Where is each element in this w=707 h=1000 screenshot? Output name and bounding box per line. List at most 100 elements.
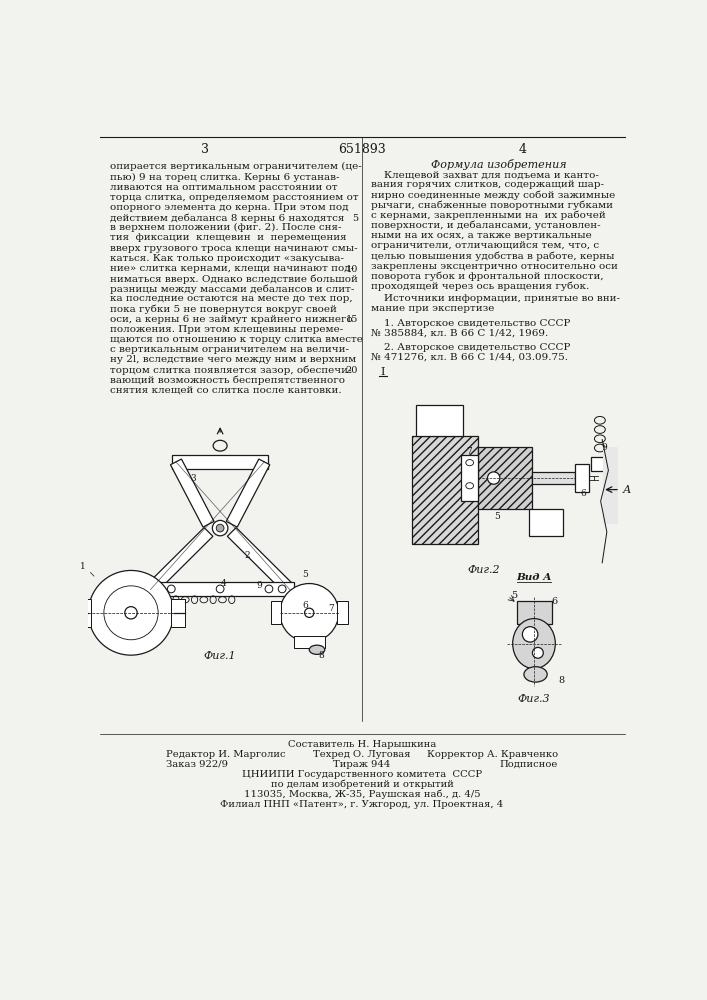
Text: 651893: 651893 [338, 143, 386, 156]
Text: № 471276, кл. В 66 С 1/44, 03.09.75.: № 471276, кл. В 66 С 1/44, 03.09.75. [371, 353, 568, 362]
Text: разницы между массами дебалансов и слит-: разницы между массами дебалансов и слит- [110, 284, 354, 294]
Text: 9: 9 [256, 581, 262, 590]
Text: по делам изобретений и открытий: по делам изобретений и открытий [271, 780, 453, 789]
Text: пока губки 5 не повернутся вокруг своей: пока губки 5 не повернутся вокруг своей [110, 305, 337, 314]
Text: Корректор А. Кравченко: Корректор А. Кравченко [427, 750, 558, 759]
Polygon shape [146, 528, 213, 594]
FancyBboxPatch shape [478, 447, 532, 509]
Circle shape [265, 585, 273, 593]
Polygon shape [226, 459, 270, 527]
Circle shape [125, 607, 137, 619]
Circle shape [88, 570, 174, 655]
Text: нирно соединенные между собой зажимные: нирно соединенные между собой зажимные [371, 190, 616, 200]
Text: 8: 8 [558, 676, 564, 685]
Text: Заказ 922/9: Заказ 922/9 [166, 760, 228, 769]
Text: Клещевой захват для подъема и канто-: Клещевой захват для подъема и канто- [371, 170, 599, 179]
Ellipse shape [513, 619, 555, 669]
FancyBboxPatch shape [171, 599, 185, 627]
FancyBboxPatch shape [590, 457, 609, 471]
FancyBboxPatch shape [293, 636, 325, 648]
Text: 5: 5 [303, 570, 308, 579]
Text: пью) 9 на торец слитка. Керны 6 устанав-: пью) 9 на торец слитка. Керны 6 устанав- [110, 173, 339, 182]
Text: торца слитка, определяемом расстоянием от: торца слитка, определяемом расстоянием о… [110, 193, 358, 202]
Text: ну 2l, вследствие чего между ним и верхним: ну 2l, вследствие чего между ним и верхн… [110, 355, 356, 364]
Text: 4: 4 [518, 143, 527, 156]
Text: Техред О. Луговая: Техред О. Луговая [313, 750, 411, 759]
Polygon shape [170, 459, 214, 527]
Text: 7: 7 [466, 447, 472, 456]
Circle shape [305, 608, 314, 617]
Text: Составитель Н. Нарышкина: Составитель Н. Нарышкина [288, 740, 436, 749]
Text: 1: 1 [80, 562, 86, 571]
Text: 6: 6 [303, 601, 308, 610]
Text: 3: 3 [190, 474, 196, 483]
Text: ограничители, отличающийся тем, что, с: ограничители, отличающийся тем, что, с [371, 241, 600, 250]
FancyBboxPatch shape [532, 472, 575, 484]
Text: А: А [622, 485, 631, 495]
Text: 15: 15 [346, 315, 358, 324]
FancyBboxPatch shape [77, 599, 90, 627]
Text: проходящей через ось вращения губок.: проходящей через ось вращения губок. [371, 282, 590, 291]
Text: Вид А: Вид А [516, 573, 551, 582]
Text: ние» слитка кернами, клещи начинают под-: ние» слитка кернами, клещи начинают под- [110, 264, 354, 273]
Text: вверх грузового троса клещи начинают смы-: вверх грузового троса клещи начинают смы… [110, 244, 358, 253]
Text: 4: 4 [221, 579, 227, 588]
Text: 5: 5 [352, 214, 358, 223]
Polygon shape [228, 528, 294, 594]
Text: Фиг.2: Фиг.2 [467, 565, 500, 575]
Text: Филиал ПНП «Патент», г. Ужгород, ул. Проектная, 4: Филиал ПНП «Патент», г. Ужгород, ул. Про… [221, 800, 503, 809]
Text: действием дебаланса 8 керны 6 находятся: действием дебаланса 8 керны 6 находятся [110, 213, 344, 223]
Text: рычаги, снабженные поворотными губками: рычаги, снабженные поворотными губками [371, 201, 613, 210]
Text: в верхнем положении (фиг. 2). После сня-: в верхнем положении (фиг. 2). После сня- [110, 223, 341, 232]
Text: 6: 6 [551, 597, 557, 606]
Circle shape [212, 520, 228, 536]
Text: снятия клещей со слитка после кантовки.: снятия клещей со слитка после кантовки. [110, 386, 341, 395]
Text: щаются по отношению к торцу слитка вместе: щаются по отношению к торцу слитка вмест… [110, 335, 363, 344]
FancyBboxPatch shape [529, 509, 563, 536]
Circle shape [154, 585, 162, 593]
Ellipse shape [524, 667, 547, 682]
Circle shape [532, 647, 543, 658]
Text: ка последние остаются на месте до тех пор,: ка последние остаются на месте до тех по… [110, 294, 353, 303]
Text: Редактор И. Марголис: Редактор И. Марголис [166, 750, 286, 759]
Text: опирается вертикальным ограничителем (це-: опирается вертикальным ограничителем (це… [110, 162, 362, 171]
FancyBboxPatch shape [575, 464, 589, 492]
Text: Подписное: Подписное [500, 760, 558, 769]
FancyBboxPatch shape [416, 405, 462, 436]
FancyBboxPatch shape [517, 601, 552, 624]
Text: вающий возможность беспрепятственного: вающий возможность беспрепятственного [110, 376, 345, 385]
Text: ными на их осях, а также вертикальные: ными на их осях, а также вертикальные [371, 231, 592, 240]
FancyBboxPatch shape [412, 436, 478, 544]
Text: ливаются на оптимальном расстоянии от: ливаются на оптимальном расстоянии от [110, 183, 338, 192]
Circle shape [488, 472, 500, 484]
Text: 1. Авторское свидетельство СССР: 1. Авторское свидетельство СССР [371, 319, 571, 328]
Ellipse shape [309, 645, 325, 654]
Circle shape [168, 585, 175, 593]
Text: ЦНИИПИ Государственного комитета  СССР: ЦНИИПИ Государственного комитета СССР [242, 770, 482, 779]
Text: 20: 20 [346, 366, 358, 375]
FancyBboxPatch shape [172, 455, 268, 469]
Text: Формула изобретения: Формула изобретения [431, 158, 567, 169]
Text: 5: 5 [510, 591, 517, 600]
Text: Фиг.3: Фиг.3 [518, 694, 550, 704]
Text: оси, а керны 6 не займут крайнего нижнего: оси, а керны 6 не займут крайнего нижнег… [110, 315, 353, 324]
Text: Тираж 944: Тираж 944 [333, 760, 391, 769]
Text: торцом слитка появляется зазор, обеспечи-: торцом слитка появляется зазор, обеспечи… [110, 366, 351, 375]
FancyBboxPatch shape [603, 447, 619, 524]
Text: целью повышения удобства в работе, керны: целью повышения удобства в работе, керны [371, 251, 615, 261]
Text: 5: 5 [495, 512, 501, 521]
Text: 9: 9 [601, 443, 607, 452]
Text: положения. При этом клещевины переме-: положения. При этом клещевины переме- [110, 325, 344, 334]
Text: Источники информации, принятые во вни-: Источники информации, принятые во вни- [371, 294, 620, 303]
Text: 2: 2 [245, 551, 250, 560]
Circle shape [280, 584, 339, 642]
Text: поверхности, и дебалансами, установлен-: поверхности, и дебалансами, установлен- [371, 221, 601, 230]
Text: поворота губок и фронтальной плоскости,: поворота губок и фронтальной плоскости, [371, 272, 604, 281]
Text: опорного элемента до керна. При этом под: опорного элемента до керна. При этом под [110, 203, 349, 212]
Text: 113035, Москва, Ж-35, Раушская наб., д. 4/5: 113035, Москва, Ж-35, Раушская наб., д. … [244, 790, 480, 799]
Text: ниматься вверх. Однако вследствие большой: ниматься вверх. Однако вследствие большо… [110, 274, 358, 284]
FancyBboxPatch shape [146, 582, 293, 596]
Text: 8: 8 [318, 651, 324, 660]
Text: с вертикальным ограничителем на величи-: с вертикальным ограничителем на величи- [110, 345, 349, 354]
Text: тия  фиксации  клещевин  и  перемещения: тия фиксации клещевин и перемещения [110, 233, 346, 242]
